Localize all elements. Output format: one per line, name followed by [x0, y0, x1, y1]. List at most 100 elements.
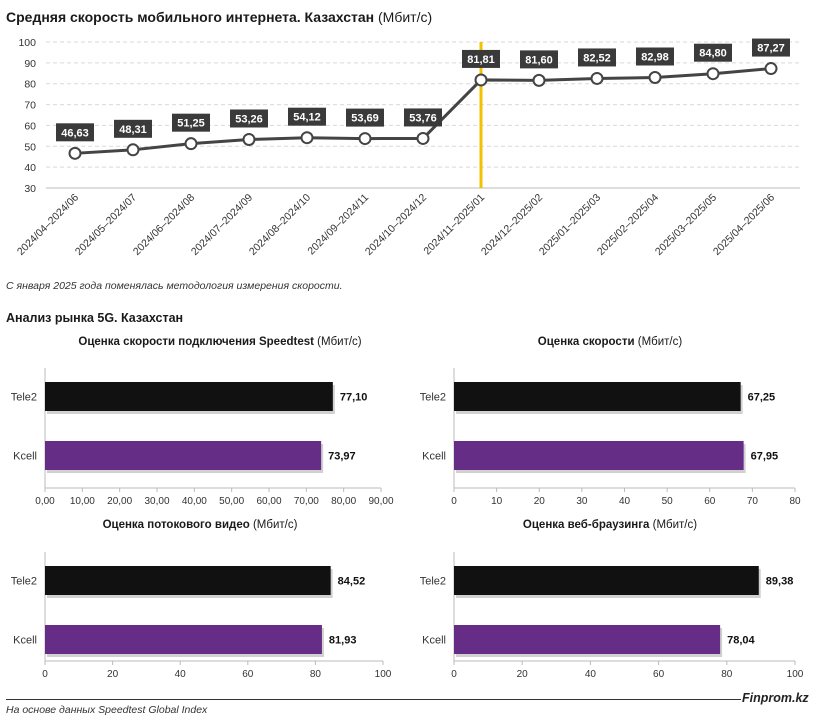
data-label-box	[404, 108, 442, 127]
data-point	[126, 143, 140, 157]
x-tick-label: 70	[747, 496, 759, 507]
y-tick-label: 80	[24, 79, 36, 91]
data-point	[416, 131, 430, 145]
x-tick-label: 50,00	[219, 496, 244, 507]
x-tick-label: 100	[787, 669, 804, 680]
x-tick-label: 2024/11–2025/01	[421, 192, 487, 258]
category-label: Tele2	[11, 576, 37, 588]
chart-title-bold: Средняя скорость мобильного интернета. К…	[6, 9, 375, 25]
chart-title-unit: (Мбит/с)	[378, 9, 433, 25]
data-point	[590, 71, 604, 85]
x-tick-label: 2025/02–2025/04	[595, 192, 661, 258]
data-label-box	[172, 113, 210, 132]
data-point	[358, 132, 372, 146]
data-point	[300, 131, 314, 145]
data-point	[764, 62, 778, 76]
y-tick-label: 90	[24, 58, 36, 70]
bar-value-label: 81,93	[329, 635, 357, 647]
bar-value-label: 89,38	[766, 576, 794, 588]
brand-logo: Finprom.kz	[742, 691, 809, 705]
line-chart: 30 40 50 60 70 80 90 100 46,63 48,31 51,25 53,26 54,…	[15, 37, 800, 258]
x-tick-label: 2025/03–2025/05	[653, 192, 719, 258]
y-tick-label: 70	[24, 100, 36, 112]
category-label: Kcell	[422, 451, 446, 463]
footer-divider	[6, 699, 741, 700]
panel-title-web: Оценка веб-браузинга (Мбит/с)	[430, 519, 790, 531]
y-tick-label: 30	[24, 183, 36, 195]
x-tick-label: 2025/04–2025/06	[711, 192, 777, 258]
panel-title-unit: (Мбит/с)	[252, 519, 298, 531]
data-label-box	[288, 107, 326, 126]
panel-title-video: Оценка потокового видео (Мбит/с)	[20, 519, 380, 531]
y-tick-label: 60	[24, 120, 36, 132]
x-tick-label: 40	[619, 496, 631, 507]
panel-title-unit: (Мбит/с)	[652, 519, 698, 531]
x-tick-label: 80,00	[331, 496, 356, 507]
category-label: Kcell	[422, 635, 446, 647]
bar-tele2	[454, 566, 759, 595]
bar-value-label: 84,52	[338, 576, 366, 588]
footer-source: На основе данных Speedtest Global Index	[6, 704, 208, 716]
data-label-box	[346, 108, 384, 127]
y-tick-label: 100	[18, 37, 36, 49]
data-label: 53,26	[235, 113, 263, 125]
x-tick-label: 90,00	[368, 496, 393, 507]
category-label: Tele2	[420, 392, 446, 404]
bar-value-label: 78,04	[727, 635, 755, 647]
data-label-box	[578, 48, 616, 67]
x-tick-label: 2024/08–2024/10	[247, 192, 313, 258]
x-tick-label: 80	[789, 496, 801, 507]
data-label: 81,81	[467, 54, 495, 66]
data-label: 84,80	[699, 48, 727, 60]
data-label: 54,12	[293, 112, 321, 124]
bar-kcell	[45, 625, 322, 654]
data-label-box	[114, 119, 152, 138]
x-tick-label: 2024/06–2024/08	[131, 192, 197, 258]
bar-tele2	[454, 382, 741, 411]
x-tick-label: 60,00	[256, 496, 281, 507]
data-label-box	[694, 43, 732, 62]
bar-kcell	[454, 625, 721, 654]
x-tick-label: 10,00	[70, 496, 95, 507]
x-tick-label: 2024/12–2025/02	[479, 192, 545, 258]
data-label: 82,52	[583, 52, 611, 64]
x-tick-label: 10	[491, 496, 503, 507]
data-label: 48,31	[119, 124, 147, 136]
panel-title-bold: Оценка веб-браузинга	[522, 519, 650, 531]
x-tick-label: 100	[375, 669, 392, 680]
x-tick-label: 60	[242, 669, 254, 680]
panel-title-speedtest: Оценка скорости подключения Speedtest (М…	[40, 336, 400, 348]
data-point	[68, 146, 82, 160]
x-tick-label: 80	[310, 669, 322, 680]
y-tick-label: 50	[24, 141, 36, 153]
x-tick-label: 40	[585, 669, 597, 680]
data-point	[706, 67, 720, 81]
x-tick-label: 70,00	[294, 496, 319, 507]
data-label: 81,60	[525, 54, 553, 66]
x-tick-label: 2024/09–2024/11	[305, 192, 371, 258]
panel-title-unit: (Мбит/с)	[637, 336, 683, 348]
bar-value-label: 73,97	[328, 451, 356, 463]
x-tick-label: 40	[175, 669, 187, 680]
x-tick-label: 2025/01–2025/03	[537, 192, 603, 258]
data-point	[648, 70, 662, 84]
data-label-box	[230, 109, 268, 128]
bar-value-label: 67,25	[748, 392, 776, 404]
panel-title-bold: Оценка скорости	[537, 336, 635, 348]
chart-title: Средняя скорость мобильного интернета. К…	[6, 9, 432, 25]
bar-value-label: 77,10	[340, 392, 368, 404]
bar-chart-video: 0 20 40 60 80 100 Tele2 84,52 Kcell 81,93	[11, 552, 392, 680]
data-label: 53,69	[351, 113, 379, 125]
data-label: 82,98	[641, 51, 669, 63]
x-tick-label: 0	[451, 496, 457, 507]
bar-kcell	[454, 441, 744, 470]
category-label: Tele2	[11, 392, 37, 404]
data-point	[242, 132, 256, 146]
x-tick-label: 20	[517, 669, 529, 680]
bar-tele2	[45, 382, 333, 411]
bar-value-label: 67,95	[751, 451, 779, 463]
bar-chart-speedtest: 0,00 10,00 20,00 30,00 40,00 50,00 60,00 70,00 8…	[11, 368, 394, 507]
x-tick-label: 0,00	[35, 496, 55, 507]
category-label: Tele2	[420, 576, 446, 588]
x-tick-label: 30	[576, 496, 588, 507]
